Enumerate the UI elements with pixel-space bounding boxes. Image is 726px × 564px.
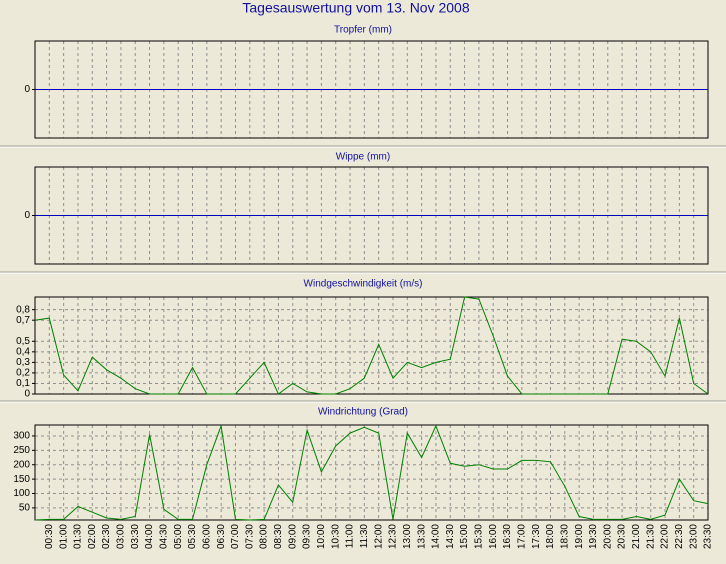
x-tick-label: 08:00: [259, 524, 270, 549]
plot-frame: [34, 296, 709, 395]
x-tick-label: 01:00: [58, 524, 69, 549]
x-tick-label: 18:30: [559, 524, 570, 549]
chart-title: Tropfer (mm): [334, 25, 392, 36]
chart-title: Windgeschwindigkeit (m/s): [304, 279, 423, 290]
data-line: [34, 423, 709, 521]
x-tick-label: 06:00: [201, 524, 212, 549]
x-tick-label: 00:30: [44, 524, 55, 549]
y-tick-label: 0: [24, 84, 30, 95]
x-tick-label: 07:30: [244, 524, 255, 549]
x-tick-label: 12:00: [373, 524, 384, 549]
x-tick-label: 01:30: [73, 524, 84, 549]
chart-title: Windrichtung (Grad): [318, 407, 408, 418]
y-tick-label: 0,3: [16, 357, 30, 368]
x-tick-label: 23:30: [703, 524, 714, 549]
y-tick-label: 0: [24, 210, 30, 221]
x-tick-label: 16:30: [502, 524, 513, 549]
x-tick-label: 02:00: [87, 524, 98, 549]
x-tick-label: 09:00: [287, 524, 298, 549]
y-tick-label: 200: [13, 459, 30, 470]
x-tick-label: 15:00: [459, 524, 470, 549]
x-tick-label: 20:30: [617, 524, 628, 549]
y-tick-label: 0,4: [16, 346, 30, 357]
y-tick-label: 150: [13, 474, 30, 485]
y-tick-label: 50: [19, 503, 31, 514]
chart-title: Wippe (mm): [336, 152, 390, 163]
x-tick-label: 18:00: [545, 524, 556, 549]
y-tick-label: 0: [24, 389, 30, 400]
x-tick-label: 15:30: [474, 524, 485, 549]
x-tick-label: 05:30: [187, 524, 198, 549]
data-line: [34, 296, 709, 395]
x-tick-label: 22:30: [674, 524, 685, 549]
y-tick-label: 300: [13, 431, 30, 442]
x-tick-label: 13:00: [402, 524, 413, 549]
x-tick-label: 07:00: [230, 524, 241, 549]
x-tick-label: 05:00: [173, 524, 184, 549]
x-tick-label: 11:00: [345, 524, 356, 549]
plot-frame: [34, 424, 709, 521]
x-tick-label: 03:00: [116, 524, 127, 549]
x-tick-label: 20:00: [602, 524, 613, 549]
y-tick-label: 0,5: [16, 336, 30, 347]
y-tick-label: 100: [13, 488, 30, 499]
x-tick-label: 09:30: [302, 524, 313, 549]
x-tick-label: 10:30: [330, 524, 341, 549]
y-tick-label: 250: [13, 445, 30, 456]
y-tick-label: 0,8: [16, 304, 30, 315]
page-title: Tagesauswertung vom 13. Nov 2008: [242, 0, 469, 16]
x-tick-label: 17:30: [531, 524, 542, 549]
x-tick-label: 08:30: [273, 524, 284, 549]
x-tick-label: 21:00: [631, 524, 642, 549]
x-tick-label: 19:30: [588, 524, 599, 549]
x-tick-label: 02:30: [101, 524, 112, 549]
x-tick-label: 22:00: [660, 524, 671, 549]
x-tick-label: 13:30: [416, 524, 427, 549]
y-tick-label: 0,7: [16, 315, 30, 326]
x-tick-label: 23:00: [688, 524, 699, 549]
x-tick-label: 16:00: [488, 524, 499, 549]
x-tick-label: 14:00: [431, 524, 442, 549]
x-tick-label: 06:30: [216, 524, 227, 549]
x-tick-label: 10:00: [316, 524, 327, 549]
y-tick-label: 0,1: [16, 378, 30, 389]
x-tick-label: 19:00: [574, 524, 585, 549]
x-tick-label: 12:30: [388, 524, 399, 549]
x-tick-label: 04:30: [159, 524, 170, 549]
x-tick-label: 03:30: [130, 524, 141, 549]
x-tick-label: 14:30: [445, 524, 456, 549]
x-tick-label: 04:00: [144, 524, 155, 549]
y-tick-label: 0,2: [16, 368, 30, 379]
x-tick-label: 21:30: [645, 524, 656, 549]
x-tick-label: 11:30: [359, 524, 370, 549]
x-tick-label: 17:00: [516, 524, 527, 549]
